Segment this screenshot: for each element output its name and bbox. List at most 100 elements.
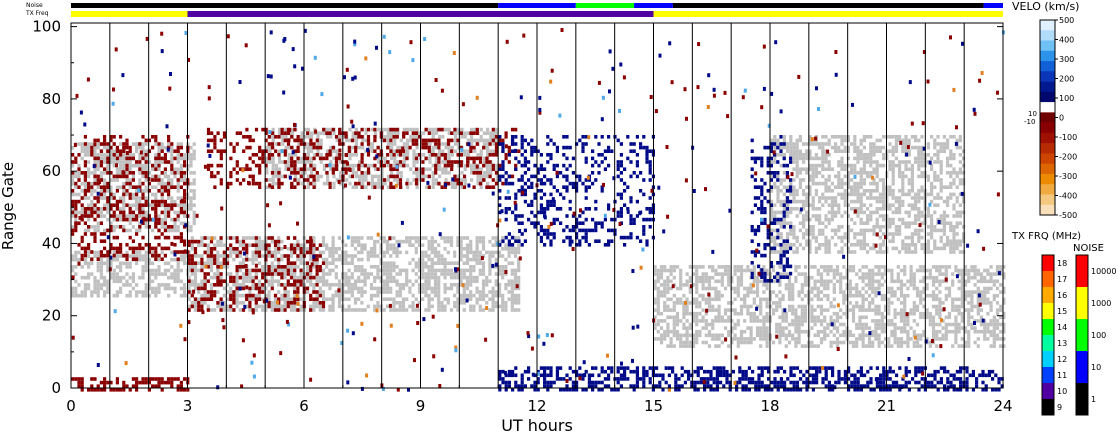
- scatter-cell-gray: [666, 290, 670, 294]
- scatter-cell-gray: [762, 268, 766, 273]
- scatter-cell-gray: [717, 279, 721, 284]
- scatter-cell-gray: [976, 308, 980, 312]
- scatter-cell-gray: [843, 232, 847, 236]
- scatter-cell-gray: [160, 272, 164, 276]
- scatter-cell-gray: [112, 163, 116, 168]
- scatter-cell-gray: [122, 167, 126, 172]
- scatter-cell-gray: [811, 199, 815, 204]
- scatter-cell-gray: [688, 322, 692, 327]
- scatter-cell-gray: [909, 272, 913, 276]
- scatter-cell-gray: [835, 344, 840, 348]
- scatter-cell-gray: [321, 290, 326, 294]
- scatter-cell-gray: [891, 210, 895, 215]
- scatter-cell-gray: [462, 272, 466, 276]
- scatter-cell-gray: [832, 275, 836, 280]
- scatter-cell-gray: [151, 174, 155, 179]
- scatter-cell-gray: [402, 145, 406, 150]
- scatter-cell-gray: [504, 247, 508, 251]
- scatter-cell-gray: [963, 344, 968, 348]
- scatter-cell-gray: [427, 286, 431, 291]
- scatter-cell-gray: [976, 304, 980, 309]
- scatter-cell-gray: [995, 326, 1000, 330]
- scatter-cell-gray: [337, 279, 342, 283]
- scatter-cell-gray: [83, 228, 87, 233]
- scatter-cell-gray: [425, 167, 429, 171]
- scatter-cell-gray: [805, 239, 809, 243]
- scatter-cell-gray: [270, 304, 274, 309]
- scatter-cell-gray: [238, 283, 242, 287]
- scatter-cell-gray: [853, 243, 857, 247]
- scatter-cell-gray: [312, 301, 316, 305]
- scatter-cell-gray: [406, 145, 410, 150]
- scatter-cell-gray: [337, 283, 342, 287]
- scatter-cell-gray: [917, 239, 921, 243]
- scatter-cell-gray: [267, 247, 271, 251]
- scatter-cell-gray: [364, 138, 368, 143]
- scatter-cell-gray: [344, 290, 348, 294]
- scatter-cell-gray: [347, 290, 351, 294]
- scatter-cell-gray: [765, 319, 769, 323]
- scatter-cell-gray: [353, 286, 358, 291]
- scatter-cell-gray: [489, 131, 493, 135]
- scatter-cell-gray: [486, 167, 490, 171]
- scatter-cell-gray: [973, 283, 977, 287]
- scatter-cell-gray: [305, 265, 310, 269]
- scatter-cell-gray: [835, 326, 840, 330]
- scatter-cell-gray: [125, 272, 129, 276]
- scatter-cell-gray: [389, 272, 393, 276]
- scatter-cell-gray: [251, 275, 255, 280]
- scatter-cell-gray: [96, 167, 100, 172]
- scatter-cell-gray: [792, 189, 796, 193]
- scatter-cell-gray: [103, 279, 107, 284]
- scatter-cell-gray: [944, 293, 948, 298]
- scatter-cell-gray: [771, 340, 776, 345]
- scatter-cell-gray: [682, 283, 686, 287]
- scatter-cell-gray: [824, 196, 828, 200]
- scatter-cell-gray: [986, 290, 990, 294]
- scatter-cell-gray: [896, 326, 900, 330]
- scatter-cell-gray: [983, 279, 987, 284]
- scatter-cell-gray: [888, 167, 892, 171]
- scatter-cell-gray: [910, 203, 914, 207]
- scatter-cell-gray: [280, 293, 284, 298]
- scatter-cell-gray: [170, 149, 174, 154]
- scatter-cell-gray: [287, 153, 291, 157]
- scatter-cell-gray: [325, 243, 329, 247]
- scatter-cell-gray: [832, 319, 836, 323]
- scatter-cell-gray: [823, 265, 827, 269]
- scatter-cell-gray: [93, 286, 97, 291]
- scatter-cell-gray: [144, 265, 148, 269]
- scatter-cell-gray: [401, 239, 406, 244]
- scatter-cell-gray: [803, 304, 808, 309]
- scatter-cell-gray: [894, 149, 898, 153]
- scatter-cell-gray: [824, 239, 828, 243]
- scatter-cell-gray: [842, 322, 846, 327]
- scatter-cell-gray: [265, 160, 269, 164]
- scatter-cell-gray: [225, 304, 230, 309]
- scatter-cell-gray: [370, 174, 374, 179]
- scatter-cell-gray: [814, 181, 818, 186]
- scatter-cell-gray: [408, 290, 412, 294]
- scatter-cell-gray: [386, 174, 390, 179]
- scatter-cell-gray: [704, 279, 708, 284]
- scatter-cell-gray: [342, 163, 346, 168]
- scatter-cell-gray: [762, 319, 766, 323]
- scatter-cell-gray: [808, 163, 812, 168]
- scatter-cell-gray: [995, 308, 1000, 312]
- scatter-cell-gray: [486, 181, 490, 186]
- scatter-cell-gray: [385, 250, 390, 255]
- scatter-cell-gray: [122, 153, 126, 157]
- scatter-cell-gray: [433, 268, 438, 273]
- scatter-cell-gray: [125, 250, 129, 255]
- scatter-cell-gray: [853, 250, 857, 254]
- scatter-cell-gray: [193, 308, 198, 312]
- scatter-cell-gray: [808, 228, 812, 233]
- scatter-cell-gray: [904, 221, 908, 225]
- scatter-cell-gray: [154, 153, 158, 157]
- scatter-cell-gray: [465, 236, 470, 240]
- scatter-cell-gray: [837, 178, 841, 182]
- scatter-cell-gray: [321, 293, 326, 298]
- scatter-cell-gray: [872, 225, 876, 229]
- scatter-cell-gray: [773, 235, 777, 240]
- scatter-cell-gray: [257, 243, 262, 247]
